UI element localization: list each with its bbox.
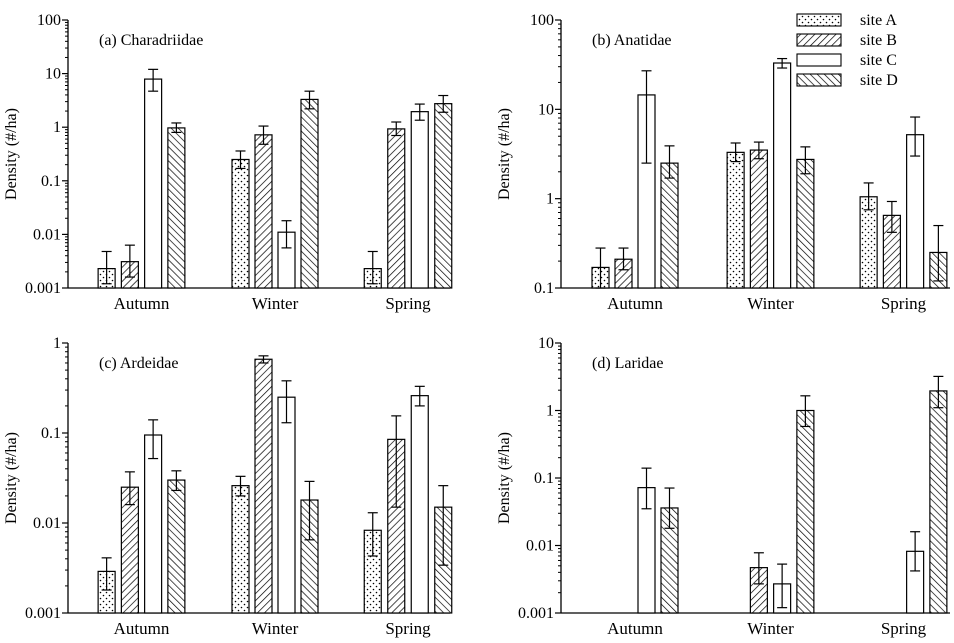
bar <box>434 103 453 289</box>
bar <box>906 134 925 289</box>
y-tick-label: 1 <box>53 335 61 352</box>
y-tick-label: 1 <box>546 403 554 420</box>
bar <box>231 485 250 614</box>
legend-label: site D <box>860 72 898 89</box>
legend-swatch <box>796 53 842 67</box>
bar <box>929 390 948 614</box>
bar <box>254 358 273 614</box>
y-tick-label: 0.01 <box>33 515 61 532</box>
bar <box>167 479 186 614</box>
y-tick-label: 100 <box>530 12 554 29</box>
y-tick-label: 10 <box>45 66 61 83</box>
legend-label: site B <box>860 32 897 49</box>
bar <box>749 149 768 289</box>
legend-swatch <box>796 33 842 47</box>
bar <box>773 62 792 289</box>
x-tick-label: Autumn <box>607 294 663 313</box>
bar <box>726 151 745 289</box>
y-tick-label: 100 <box>37 12 61 29</box>
bar <box>167 127 186 289</box>
y-tick-label: 0.001 <box>518 605 554 622</box>
bar <box>277 396 296 614</box>
legend-label: site C <box>860 52 897 69</box>
x-tick-label: Spring <box>385 294 431 313</box>
x-tick-label: Winter <box>252 619 299 638</box>
y-tick-label: 10 <box>538 335 554 352</box>
y-tick-label: 10 <box>538 101 554 118</box>
bar <box>300 98 319 289</box>
x-tick-label: Winter <box>747 619 794 638</box>
chart-panel: 0.001 0.01 0.1 1 10 100 Density (#/ha) (a) Char… <box>3 12 453 313</box>
y-tick-label: 0.1 <box>534 280 554 297</box>
y-tick-label: 0.001 <box>25 280 61 297</box>
bar <box>796 158 815 289</box>
bar <box>660 162 679 289</box>
x-tick-label: Autumn <box>114 294 170 313</box>
x-tick-label: Autumn <box>607 619 663 638</box>
chart-panel: 0.1 1 10 100 Density (#/ha) (b) Anatidae Autum… <box>496 12 950 313</box>
y-tick-label: 0.1 <box>41 173 61 190</box>
bar <box>859 196 878 289</box>
y-axis-label: Density (#/ha) <box>3 432 20 524</box>
bar <box>410 395 429 614</box>
panel-title: (c) Ardeidae <box>99 355 179 372</box>
x-tick-label: Autumn <box>114 619 170 638</box>
y-tick-label: 0.1 <box>534 470 554 487</box>
bar <box>387 128 406 289</box>
y-tick-label: 0.01 <box>526 538 554 555</box>
legend-swatch <box>796 73 842 87</box>
legend-label: site A <box>860 12 897 29</box>
y-tick-label: 1 <box>53 119 61 136</box>
chart-panel: 0.001 0.01 0.1 1 Density (#/ha) (c) Ardeidae A… <box>3 335 453 638</box>
x-tick-label: Spring <box>881 619 927 638</box>
panels: 0.001 0.01 0.1 1 10 100 Density (#/ha) (a) Char… <box>3 12 950 638</box>
x-tick-label: Winter <box>252 294 299 313</box>
bar <box>144 78 163 289</box>
bar <box>254 134 273 289</box>
y-axis-label: Density (#/ha) <box>496 108 513 200</box>
bar <box>231 158 250 289</box>
y-tick-label: 0.1 <box>41 425 61 442</box>
panel-title: (a) Charadriidae <box>99 32 203 49</box>
chart-panel: 0.001 0.01 0.1 1 10 Density (#/ha) (d) Laridae… <box>496 335 950 638</box>
bar <box>120 486 139 614</box>
x-tick-label: Spring <box>385 619 431 638</box>
x-tick-label: Spring <box>881 294 927 313</box>
y-tick-label: 1 <box>546 191 554 208</box>
bar <box>796 409 815 614</box>
panel-title: (d) Laridae <box>592 355 664 372</box>
legend-swatch <box>796 13 842 27</box>
panel-title: (b) Anatidae <box>592 32 672 49</box>
y-tick-label: 0.01 <box>33 226 61 243</box>
x-tick-label: Winter <box>747 294 794 313</box>
y-axis-label: Density (#/ha) <box>3 108 20 200</box>
y-axis-label: Density (#/ha) <box>496 432 513 524</box>
y-tick-label: 0.001 <box>25 605 61 622</box>
bar <box>144 434 163 614</box>
bar <box>410 111 429 289</box>
legend: site A site B site C site D <box>796 12 898 89</box>
